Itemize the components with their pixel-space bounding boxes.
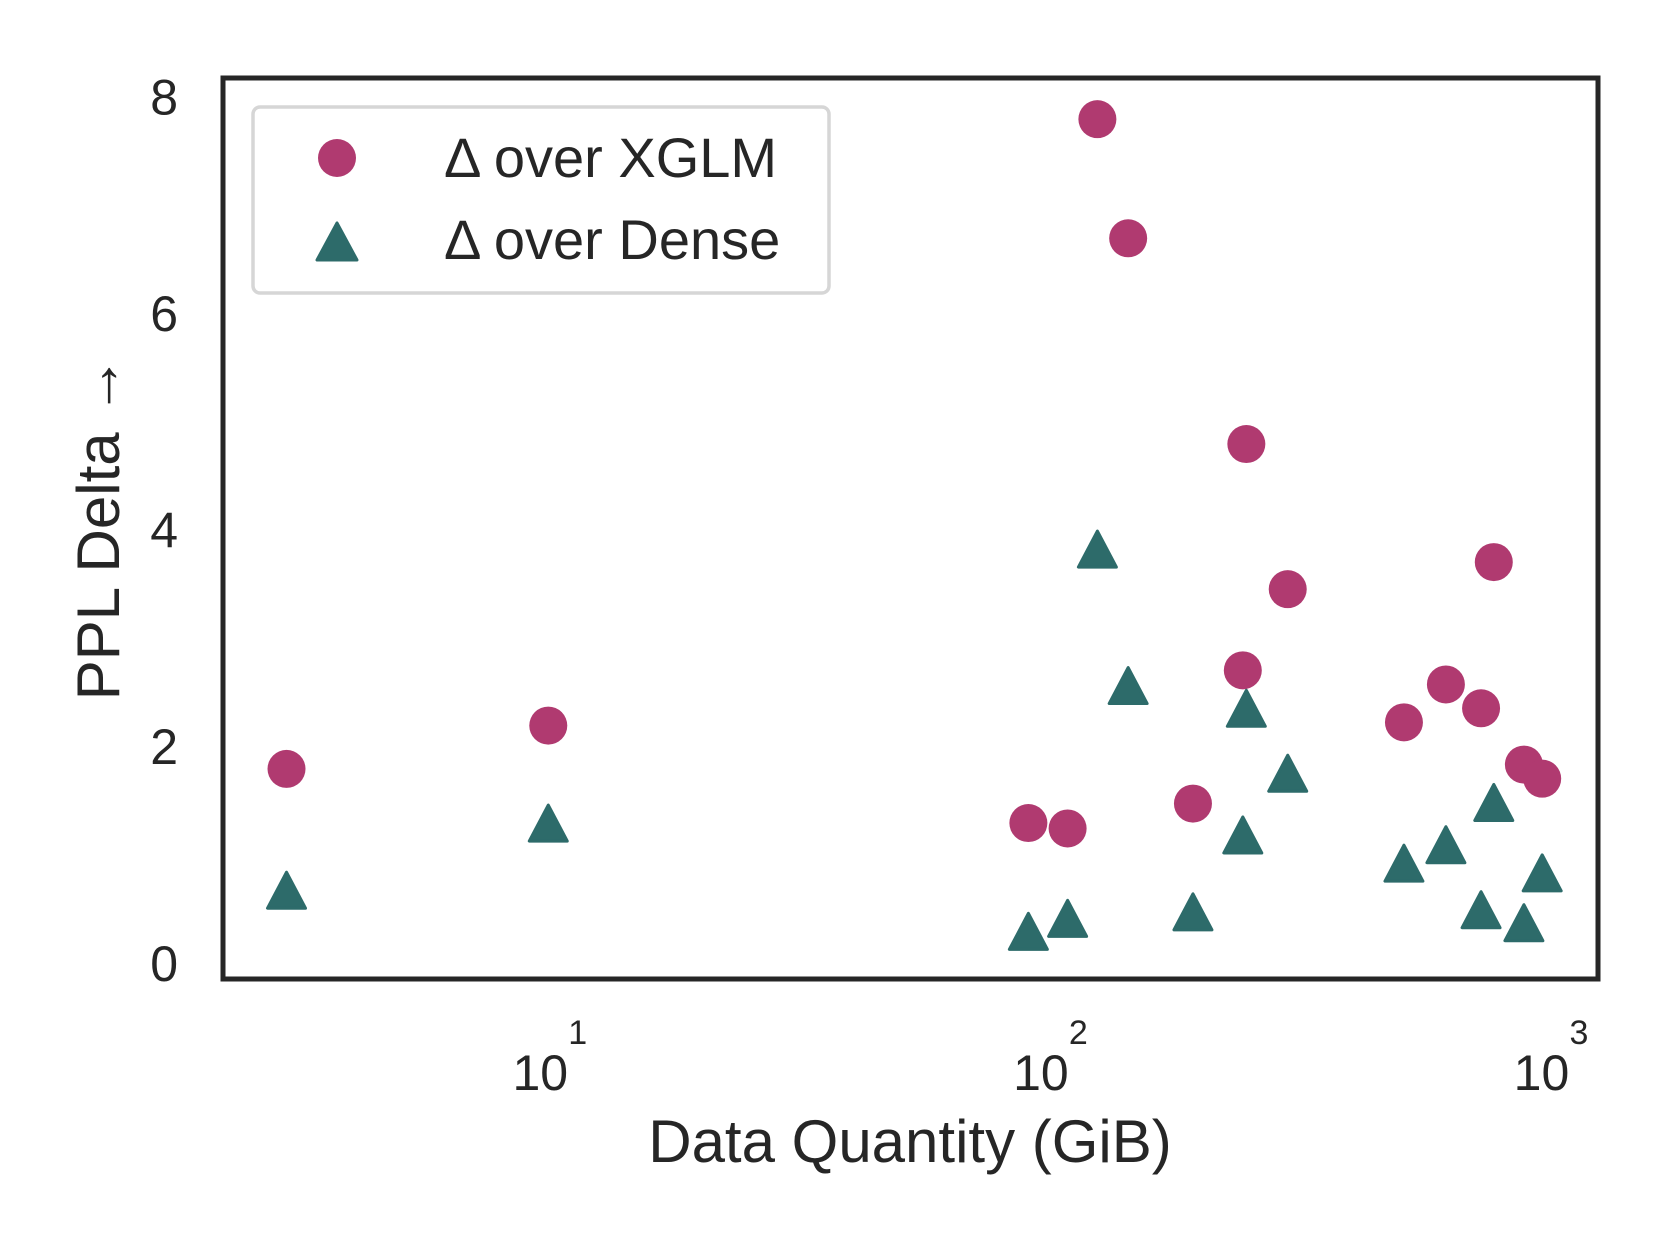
xglm-point xyxy=(1223,651,1262,690)
xglm-point xyxy=(529,706,568,745)
xglm-point xyxy=(1109,219,1148,258)
dense-point xyxy=(1425,825,1467,865)
data-points xyxy=(266,100,1563,951)
dense-point xyxy=(1460,890,1502,930)
dense-point xyxy=(1047,898,1089,938)
y-tick-labels: 0 2 4 6 8 xyxy=(150,69,178,991)
x-tick-exponent: 2 xyxy=(1069,1014,1088,1052)
x-tick-base: 10 xyxy=(1514,1045,1570,1101)
dense-point xyxy=(1521,853,1563,893)
xglm-point xyxy=(267,749,306,788)
dense-point xyxy=(1503,903,1545,943)
y-tick-label: 6 xyxy=(150,286,178,342)
xglm-point xyxy=(1426,665,1465,704)
y-axis-label: PPL Delta → xyxy=(65,356,132,701)
y-tick-label: 4 xyxy=(150,503,178,559)
y-tick-label: 8 xyxy=(150,69,178,125)
dense-point xyxy=(1222,815,1264,855)
dense-point xyxy=(1007,911,1049,951)
dense-point xyxy=(1076,529,1118,569)
legend-label-dense: Δ over Dense xyxy=(444,208,780,271)
legend-box xyxy=(251,105,831,295)
x-tick-base: 10 xyxy=(1013,1045,1069,1101)
xglm-point xyxy=(1009,804,1048,843)
xglm-point xyxy=(1523,759,1562,798)
xglm-point xyxy=(1474,543,1513,582)
xglm-point xyxy=(1227,425,1266,464)
x-axis-label: Data Quantity (GiB) xyxy=(648,1108,1172,1175)
plot-frame xyxy=(220,75,1601,982)
dense-point xyxy=(1225,688,1267,728)
x-tick-label: 101 xyxy=(512,1014,587,1101)
xglm-point xyxy=(1268,570,1307,609)
xglm-point xyxy=(1048,809,1087,848)
y-tick-label: 2 xyxy=(150,719,178,775)
dense-point xyxy=(1473,782,1515,822)
dense-point xyxy=(1107,666,1149,706)
legend: Δ over XGLM Δ over Dense xyxy=(251,105,831,295)
x-tick-exponent: 3 xyxy=(1569,1014,1588,1052)
x-tick-label: 103 xyxy=(1514,1014,1589,1101)
x-tick-label: 102 xyxy=(1013,1014,1088,1101)
dense-point xyxy=(266,870,308,910)
dense-point xyxy=(1383,843,1425,883)
dense-point xyxy=(527,803,569,843)
x-tick-exponent: 1 xyxy=(568,1014,587,1052)
dense-point xyxy=(1267,753,1309,793)
xglm-point xyxy=(1078,100,1117,139)
legend-triangle-marker-icon xyxy=(315,221,359,262)
y-tick-label: 0 xyxy=(150,936,178,992)
legend-circle-marker-icon xyxy=(318,139,356,177)
x-tick-base: 10 xyxy=(512,1045,568,1101)
dense-point xyxy=(1172,892,1214,932)
xglm-point xyxy=(1384,703,1423,742)
legend-label-xglm: Δ over XGLM xyxy=(444,126,777,189)
xglm-point xyxy=(1173,784,1212,823)
xglm-point xyxy=(1462,689,1501,728)
